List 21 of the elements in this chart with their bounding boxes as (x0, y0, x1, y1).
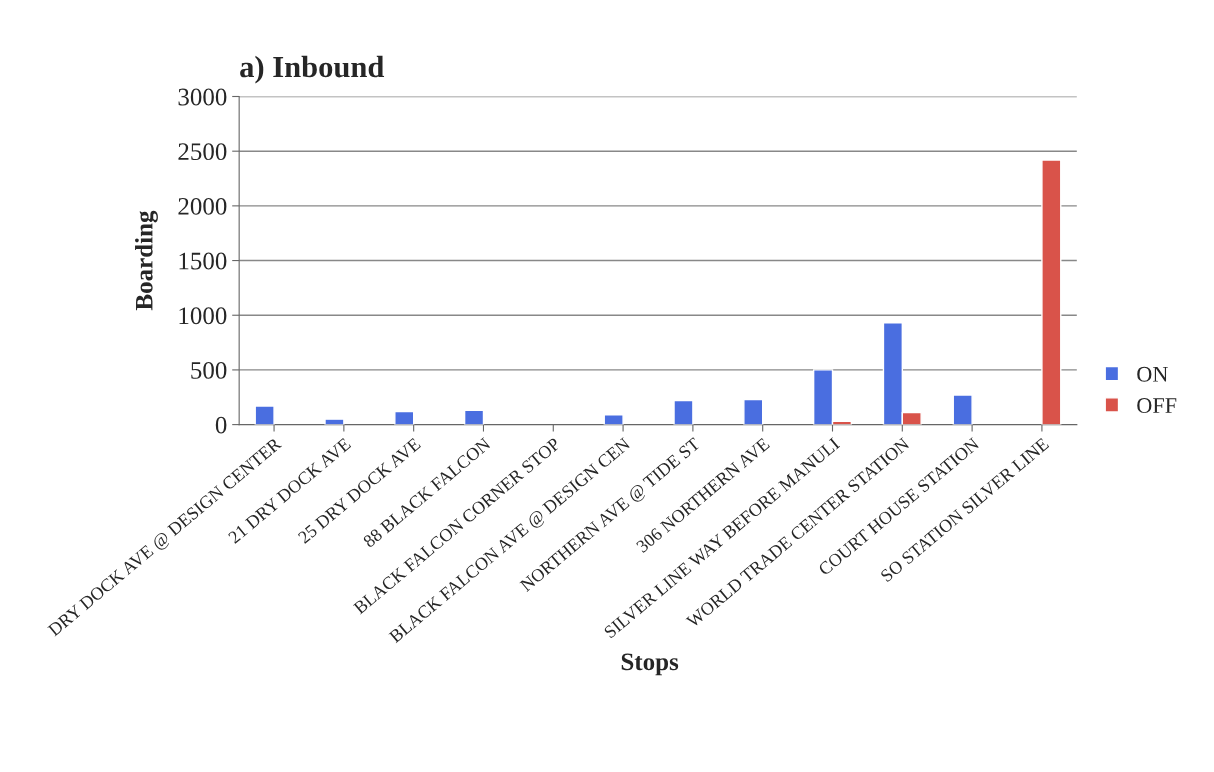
y-tick-label: 1000 (179, 307, 227, 325)
bar (743, 398, 764, 425)
bar (254, 405, 275, 425)
bar (952, 394, 973, 425)
bar (603, 414, 624, 425)
bar (1041, 159, 1062, 425)
x-axis-title: Stops (621, 653, 679, 676)
y-tick-label: 3000 (178, 88, 227, 106)
y-tick-label: 2500 (178, 143, 227, 161)
y-tick-label: 0 (215, 416, 227, 434)
y-tick-label: 500 (191, 361, 227, 379)
bar (324, 418, 345, 425)
bar (394, 410, 415, 425)
bar (673, 399, 694, 425)
chart-title: a) Inbound (240, 55, 385, 84)
y-axis-title: Boarding (135, 210, 158, 311)
y-tick-label: 2000 (178, 197, 227, 215)
legend-label: OFF (1137, 398, 1177, 413)
legend-label: ON (1137, 366, 1168, 382)
y-tick-label: 1500 (179, 252, 227, 270)
bar (463, 409, 485, 425)
